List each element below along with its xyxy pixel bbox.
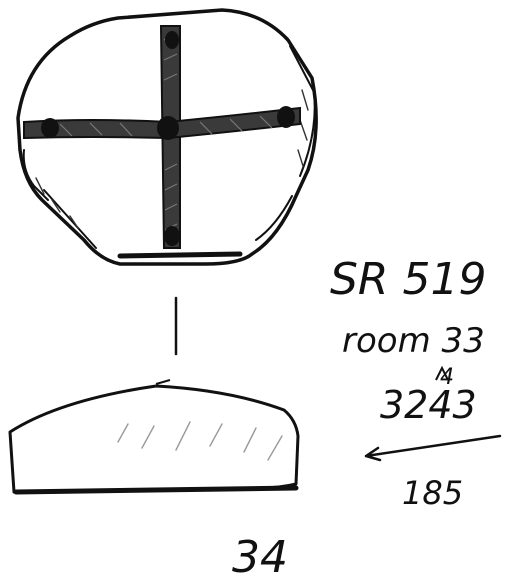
annotation-block: SR 519 room 33 4 3243 185 bbox=[330, 254, 502, 512]
side-view bbox=[8, 379, 300, 495]
cross-horizontal-hatch bbox=[59, 115, 273, 137]
side-view-baseline bbox=[13, 485, 299, 495]
rivet-bottom bbox=[164, 226, 180, 246]
top-view-bottom-edge bbox=[117, 251, 243, 259]
side-view-outline bbox=[8, 384, 300, 494]
inserted-digit: 4 bbox=[440, 365, 454, 390]
top-view bbox=[16, 8, 318, 266]
top-view-outline-sketch bbox=[22, 45, 316, 249]
room-label: room 33 bbox=[342, 321, 485, 361]
insert-caret bbox=[435, 365, 449, 381]
top-view-edge-hatch bbox=[35, 89, 309, 229]
rivet-top bbox=[165, 31, 179, 49]
side-view-hatch bbox=[117, 421, 283, 461]
sub-number-label: 185 bbox=[402, 474, 463, 512]
rivet-left bbox=[41, 118, 59, 138]
number-underline-arrow bbox=[364, 434, 502, 462]
site-code-label: SR 519 bbox=[330, 254, 486, 305]
rivet-center bbox=[157, 116, 179, 140]
rivet-right bbox=[277, 106, 295, 128]
number-label: 3243 bbox=[380, 383, 477, 427]
figure-number: 34 bbox=[232, 532, 288, 580]
side-view-top-tick bbox=[155, 379, 171, 385]
